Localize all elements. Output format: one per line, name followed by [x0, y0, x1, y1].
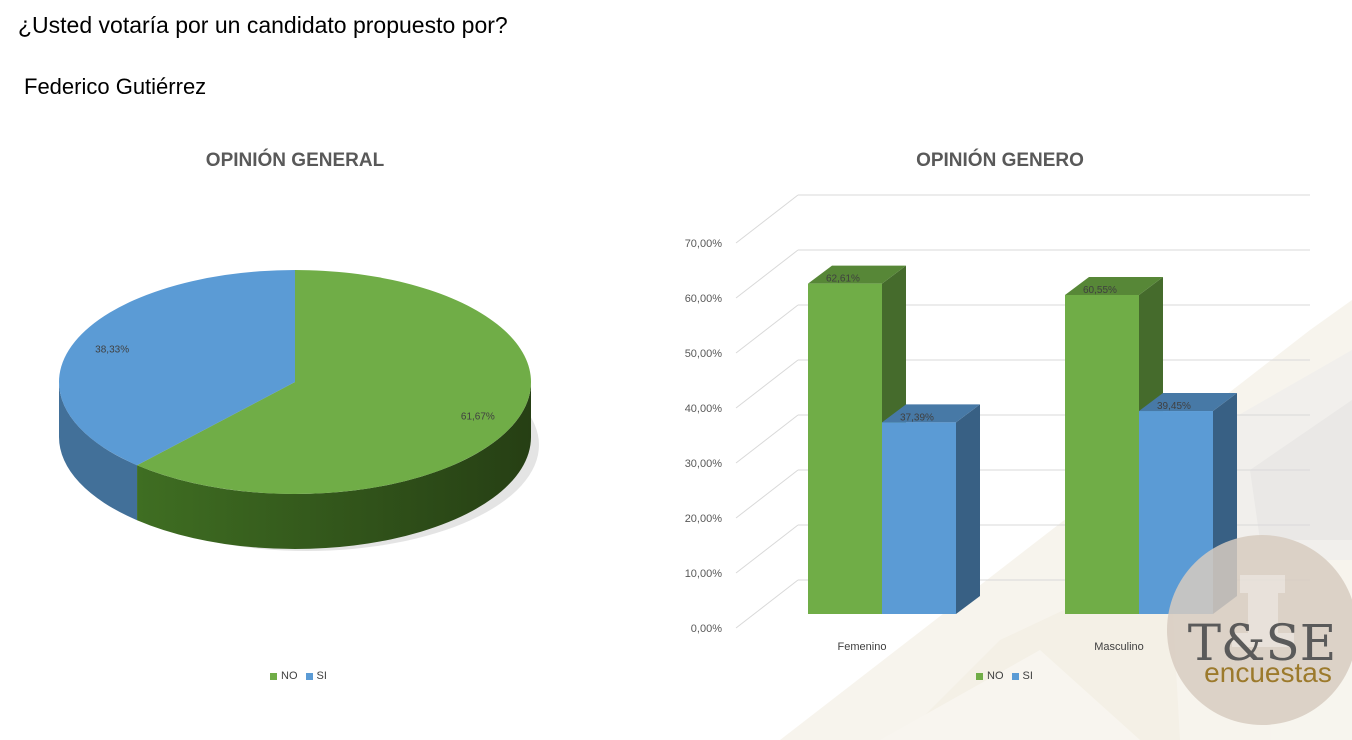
grid-diagonal	[735, 359, 799, 409]
bar-data-label: 62,61%	[826, 274, 860, 285]
bar-top-no	[808, 265, 906, 284]
y-tick-label: 30,00%	[685, 458, 723, 470]
bar-data-label: 37,39%	[900, 412, 934, 423]
pie-slice-si	[59, 270, 296, 466]
legend-no-swatch	[270, 672, 277, 680]
grid-diagonal	[735, 304, 799, 354]
legend-si-swatch	[1011, 672, 1019, 680]
bar-top-si	[1139, 393, 1237, 412]
bar-no-masculino	[1065, 294, 1139, 614]
y-tick-label: 0,00%	[691, 623, 722, 635]
pie-data-label: 61,67%	[461, 411, 495, 422]
legend-si-label: SI	[1022, 670, 1033, 682]
y-tick-label: 70,00%	[685, 238, 723, 250]
pie-legend: NO SI	[270, 670, 327, 682]
y-tick-label: 20,00%	[685, 513, 723, 525]
legend-no-swatch	[976, 672, 983, 680]
y-tick-label: 40,00%	[685, 403, 723, 415]
legend-si-swatch	[305, 672, 313, 680]
bar-data-label: 60,55%	[1083, 285, 1117, 296]
grid-diagonal	[735, 524, 799, 574]
legend-no-label: NO	[281, 670, 298, 682]
pie-chart-title: OPINIÓN GENERAL	[205, 150, 385, 171]
y-tick-label: 10,00%	[685, 568, 723, 580]
bar-chart-title: OPINIÓN GENERO	[916, 150, 1084, 171]
logo-line1: T&SE	[1188, 614, 1337, 672]
grid-diagonal	[735, 194, 799, 244]
bar-data-label: 39,45%	[1157, 401, 1191, 412]
y-tick-label: 60,00%	[685, 293, 723, 305]
legend-no-label: NO	[987, 670, 1004, 682]
logo-line2: encuestas	[1204, 657, 1332, 688]
pie-slice-no	[137, 270, 531, 494]
question-text: ¿Usted votaría por un candidato propuest…	[18, 12, 508, 38]
y-tick-label: 50,00%	[685, 348, 723, 360]
x-category-label: Femenino	[838, 641, 887, 653]
grid-diagonal	[735, 249, 799, 299]
bar-side-si	[956, 404, 980, 614]
pie-slice-side-si	[59, 382, 138, 521]
bar-no-femenino	[808, 283, 882, 614]
grid-diagonal	[735, 469, 799, 519]
pie-data-label: 38,33%	[95, 345, 129, 356]
bar-top-si	[882, 404, 980, 423]
bar-si-femenino	[882, 422, 956, 614]
bar-top-no	[1065, 276, 1163, 295]
candidate-name: Federico Gutiérrez	[24, 74, 207, 99]
bar-legend: NO SI	[976, 670, 1033, 682]
grid-diagonal	[735, 579, 799, 629]
legend-si-label: SI	[316, 670, 327, 682]
x-category-label: Masculino	[1094, 641, 1144, 653]
pie-slice-side-no	[137, 382, 531, 550]
grid-diagonal	[735, 414, 799, 464]
